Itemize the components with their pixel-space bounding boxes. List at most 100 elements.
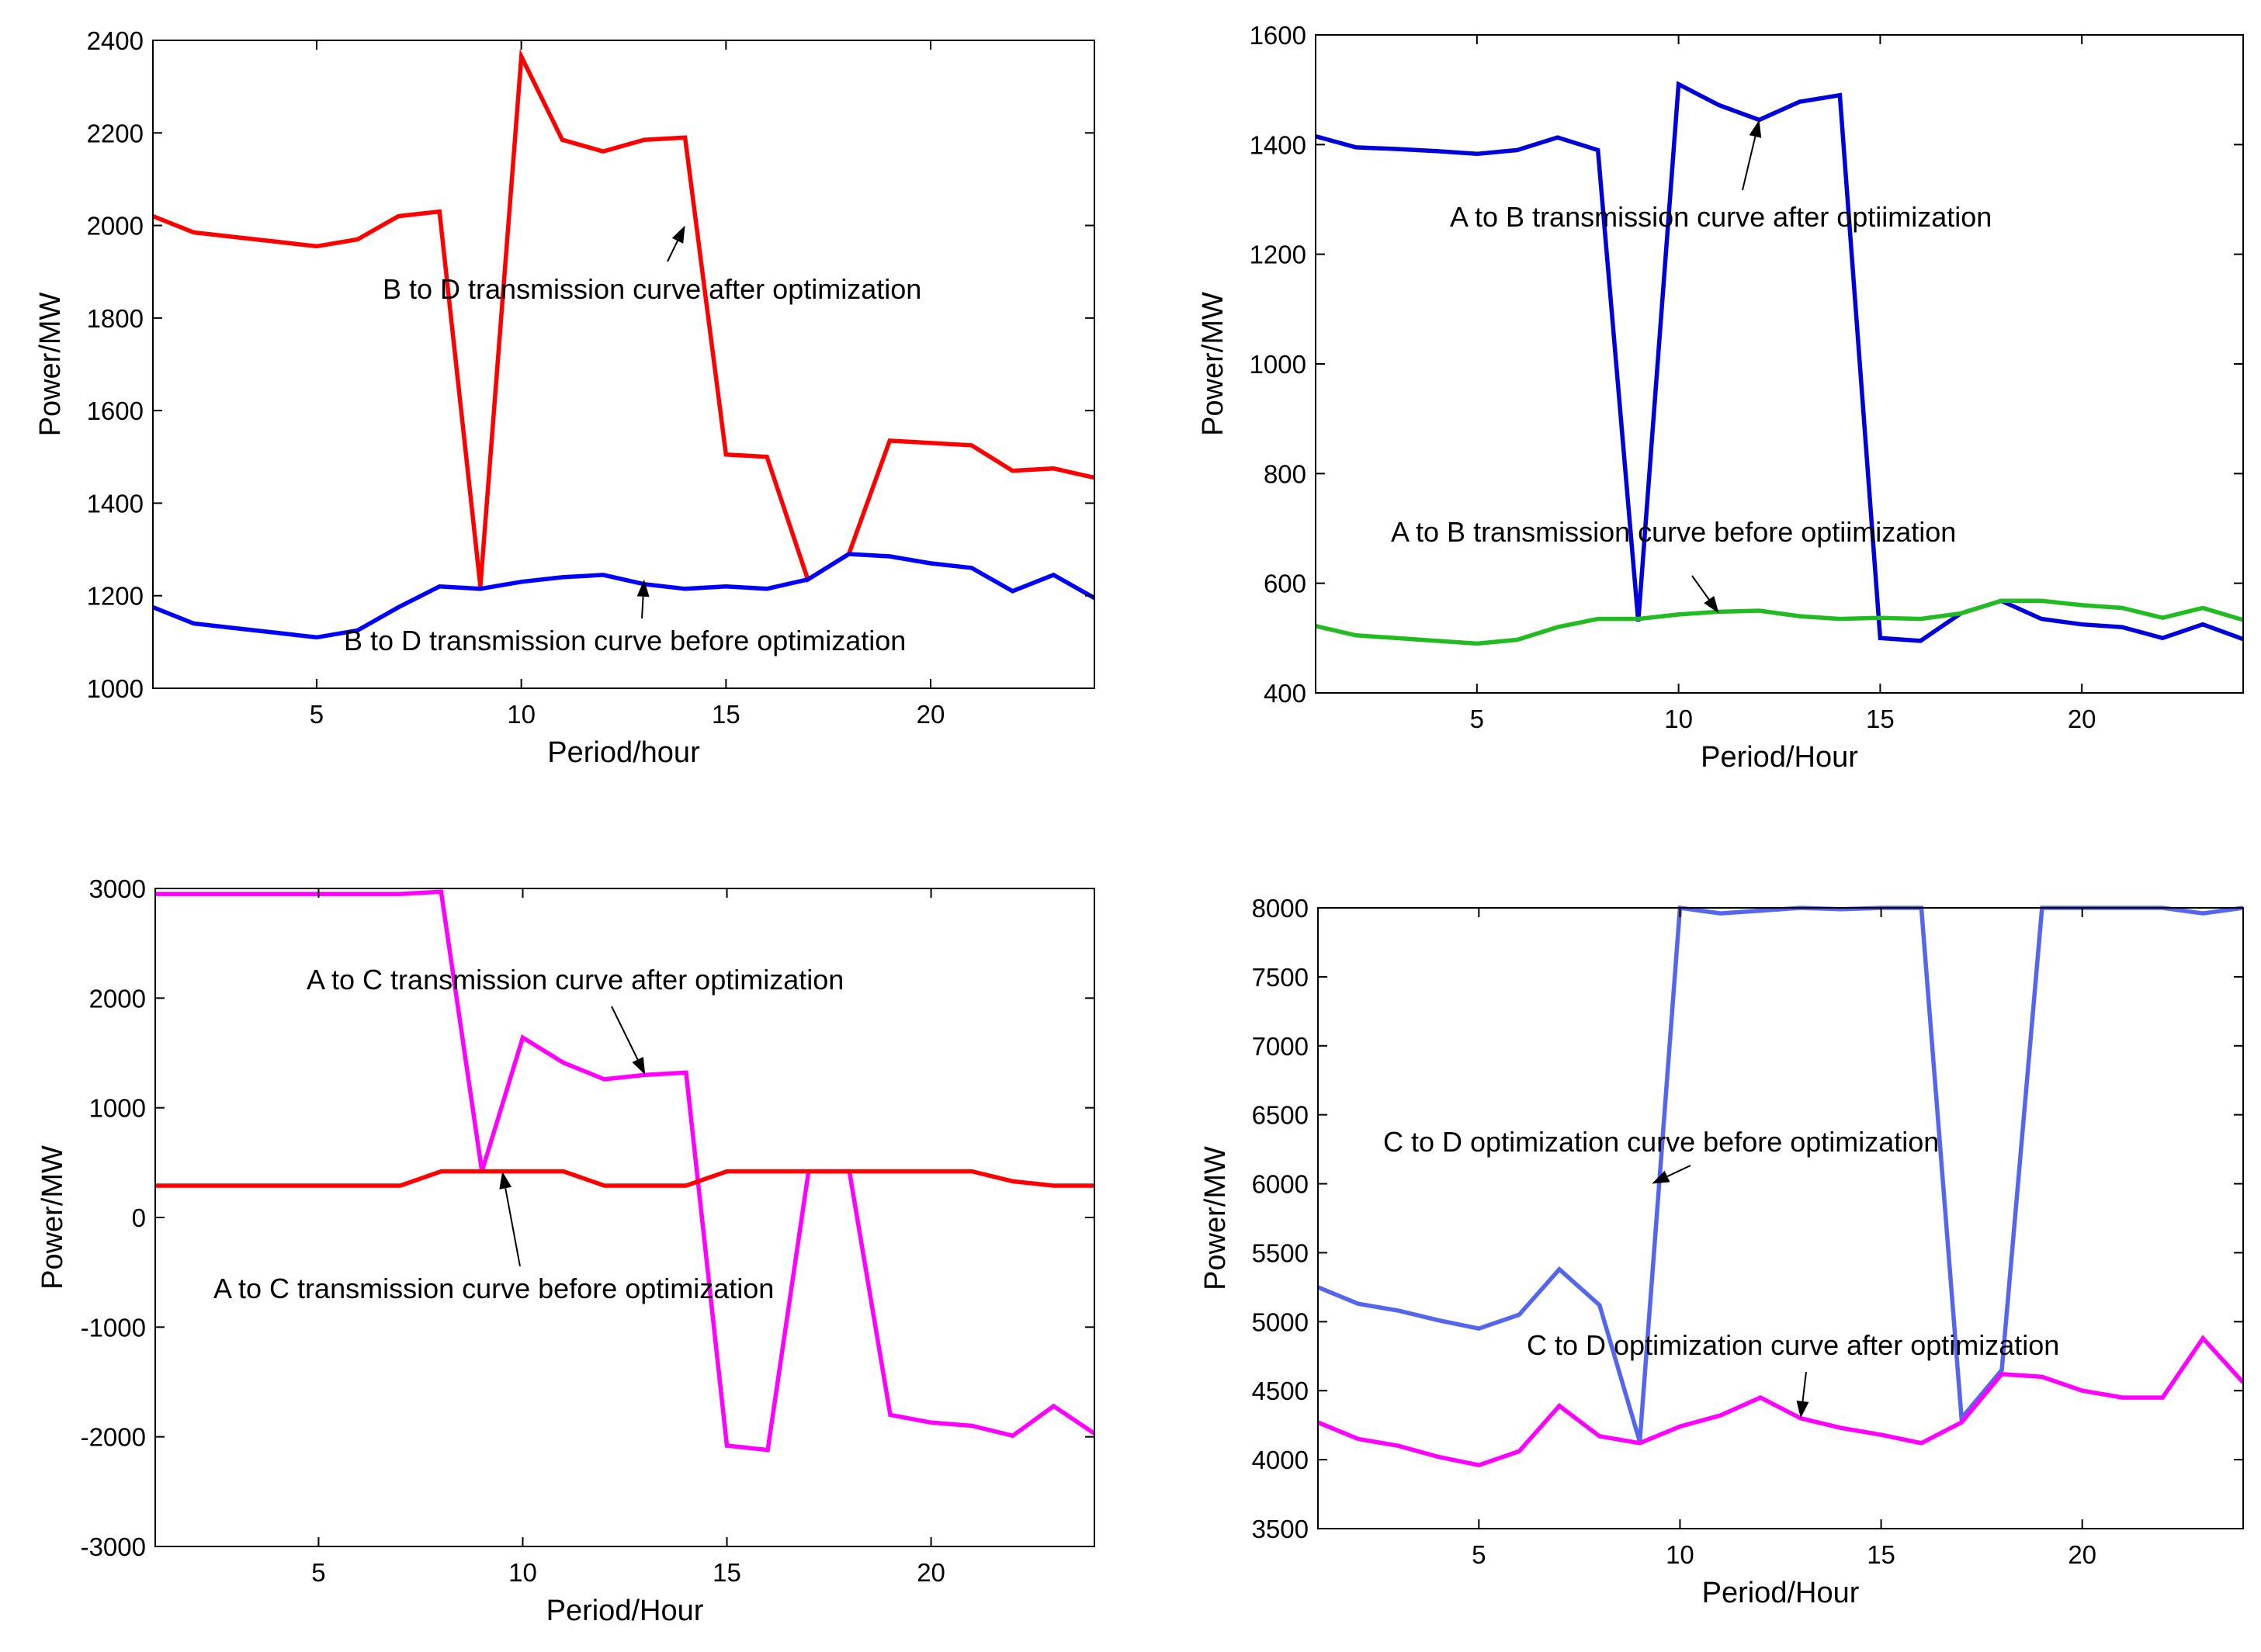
arrow-shaft (1666, 1165, 1691, 1178)
x-tick-label: 15 (1866, 705, 1895, 733)
x-axis-label: Period/hour (547, 736, 700, 769)
y-tick-label: 1600 (87, 397, 144, 425)
annotation-label: C to D optimization curve after optimiza… (1527, 1329, 2059, 1361)
series-line-1 (1318, 906, 2243, 1442)
y-tick-label: 5000 (1252, 1307, 1309, 1336)
annotation-label: B to D transmission curve after optimiza… (383, 273, 921, 305)
arrow-head (632, 1056, 646, 1075)
arrow-head (1652, 1170, 1670, 1184)
y-tick-label: 3000 (89, 874, 146, 903)
y-tick-label: 1400 (87, 489, 144, 518)
arrow-head (1749, 119, 1762, 138)
y-tick-label: 1600 (1250, 21, 1306, 50)
x-tick-label: 5 (1472, 1540, 1486, 1569)
chart-panel-2: 5 10 15 20 400 600 800 1000 1200 1400 1600 Period/H… (1197, 21, 2244, 774)
annotation-arrow (667, 225, 685, 262)
y-tick-label: 400 (1264, 679, 1306, 708)
x-tick-label: 5 (1470, 705, 1484, 733)
y-axis-label: Power/MW (1197, 292, 1229, 436)
y-tick-label: 2000 (89, 984, 146, 1013)
y-tick-label: 0 (132, 1204, 146, 1232)
y-tick-label: 1000 (89, 1094, 146, 1123)
annotation-arrow (1652, 1165, 1691, 1184)
y-tick-label: 800 (1264, 459, 1306, 488)
y-tick-label: 7000 (1252, 1032, 1309, 1061)
plot-frame (152, 40, 1095, 689)
x-tick-label: 15 (1867, 1540, 1895, 1569)
y-tick-label: 7500 (1252, 963, 1309, 992)
series-line-2 (153, 552, 1094, 640)
arrow-shaft (667, 240, 678, 262)
x-axis-label: Period/Hour (1701, 741, 1858, 774)
series-line-2 (1318, 1335, 2243, 1468)
x-tick-label: 20 (917, 1558, 945, 1587)
y-tick-label: 1400 (1250, 130, 1306, 159)
series-line-1 (1316, 81, 2243, 643)
chart-panel-1: 5 10 15 20 1000 1200 1400 1600 1800 2000 2200 2400 P… (34, 26, 1095, 769)
x-tick-label: 10 (508, 1558, 537, 1587)
y-tick-label: 6000 (1252, 1170, 1309, 1199)
x-axis-label: Period/Hour (1702, 1577, 1860, 1609)
annotation-label: B to D transmission curve before optimiz… (344, 625, 906, 656)
x-tick-label: 15 (712, 700, 740, 729)
x-tick-label: 20 (917, 700, 945, 729)
x-tick-label: 20 (2068, 1540, 2096, 1569)
y-tick-label: 1200 (1250, 241, 1306, 269)
y-tick-label: 1000 (1250, 350, 1306, 379)
annotation-label: A to B transmission curve before optiimi… (1391, 516, 1956, 548)
annotation-arrow (499, 1171, 521, 1267)
chart-panel-3: 5 10 15 20 -3000 -2000 -1000 0 1000 2000 3000 Perio… (36, 874, 1095, 1627)
x-tick-label: 20 (2068, 705, 2096, 733)
annotation-arrow (1796, 1371, 1809, 1418)
x-tick-label: 10 (1666, 1540, 1694, 1569)
annotation-arrow (611, 1006, 646, 1075)
annotation-label: A to C transmission curve before optimiz… (213, 1273, 774, 1304)
y-tick-label: 1000 (87, 674, 144, 703)
arrow-shaft (505, 1188, 521, 1267)
arrow-shaft (1691, 575, 1710, 601)
series-line-1 (153, 48, 1094, 587)
y-tick-label: 2400 (87, 26, 144, 55)
y-axis-label: Power/MW (1199, 1146, 1232, 1290)
annotation-label: C to D optimization curve before optimiz… (1383, 1126, 1939, 1158)
y-tick-label: 5500 (1252, 1238, 1309, 1267)
y-tick-label: 2200 (87, 119, 144, 147)
plot-frame (1315, 34, 2244, 694)
y-tick-label: 8000 (1252, 894, 1309, 923)
y-tick-label: -1000 (81, 1313, 146, 1342)
y-tick-label: 4000 (1252, 1446, 1309, 1474)
x-tick-label: 10 (507, 700, 536, 729)
arrow-head (499, 1171, 512, 1190)
chart-panel-4: 5 10 15 20 3500 4000 4500 5000 5500 6000 6500 7000 7… (1199, 894, 2244, 1609)
y-axis-label: Power/MW (34, 292, 67, 436)
x-tick-label: 15 (713, 1558, 741, 1587)
arrow-shaft (1802, 1371, 1807, 1402)
arrow-head (671, 225, 685, 244)
series-line-2 (1316, 598, 2243, 646)
annotation-label: A to C transmission curve after optimiza… (307, 964, 844, 996)
y-tick-label: 2000 (87, 212, 144, 241)
arrow-shaft (1742, 136, 1756, 191)
annotation-arrow (1742, 119, 1762, 191)
x-tick-label: 10 (1664, 705, 1693, 733)
plot-frame (1317, 907, 2244, 1529)
y-tick-label: 4500 (1252, 1377, 1309, 1405)
arrow-shaft (641, 596, 644, 619)
y-axis-label: Power/MW (36, 1145, 69, 1290)
arrow-head (636, 579, 650, 597)
arrow-head (1796, 1400, 1809, 1418)
y-tick-label: 3500 (1252, 1515, 1309, 1543)
annotation-label: A to B transmission curve after optiimiz… (1450, 201, 1992, 233)
x-tick-label: 5 (310, 700, 324, 729)
annotation-arrow (636, 579, 650, 619)
y-tick-label: 1200 (87, 582, 144, 611)
series-line-1 (155, 889, 1094, 1453)
arrow-shaft (611, 1006, 639, 1060)
y-tick-label: 6500 (1252, 1101, 1309, 1130)
x-axis-label: Period/Hour (546, 1595, 704, 1627)
y-tick-label: -2000 (81, 1423, 146, 1452)
series-line-2 (155, 1169, 1094, 1188)
y-tick-label: 600 (1264, 570, 1306, 598)
annotation-arrow (1691, 575, 1719, 614)
